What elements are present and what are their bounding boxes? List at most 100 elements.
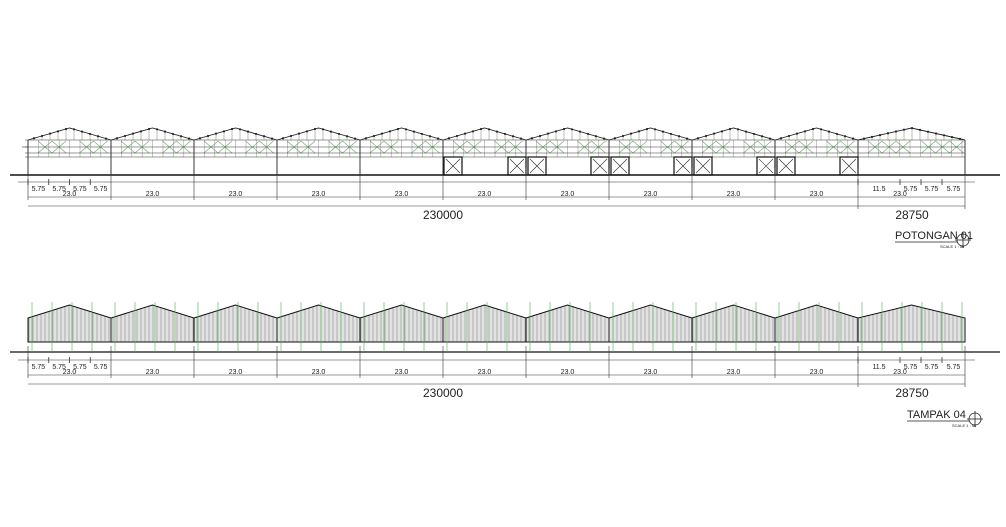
dim-text: 23.0 (561, 369, 575, 376)
node (511, 135, 515, 138)
facade (359, 304, 444, 343)
dim-text: 11.5 (872, 364, 885, 371)
node (388, 130, 392, 133)
node (131, 132, 135, 135)
facade (110, 304, 195, 343)
node (88, 132, 92, 136)
node (345, 135, 349, 138)
node (380, 132, 384, 135)
node (139, 130, 143, 133)
roof (525, 127, 610, 141)
door (673, 156, 693, 176)
dim-text: 5.75 (32, 186, 46, 193)
dim-text: 5.75 (925, 364, 939, 371)
dim-text: 5.75 (925, 186, 939, 193)
node (262, 135, 266, 138)
dim-text: 5.75 (32, 364, 46, 371)
node (835, 132, 839, 136)
facade (27, 304, 112, 343)
node (115, 137, 119, 140)
node (412, 130, 416, 133)
node (40, 134, 44, 138)
dim-text: 23.0 (63, 191, 77, 198)
node (80, 130, 84, 133)
node (669, 132, 673, 136)
node (768, 137, 772, 140)
node (530, 137, 534, 140)
node (163, 130, 167, 133)
dim-text: 23.0 (146, 191, 160, 198)
node (171, 132, 175, 136)
dim-text: 23.0 (561, 191, 575, 198)
node (64, 127, 68, 131)
node (878, 133, 882, 137)
facade (608, 304, 693, 343)
door (778, 158, 794, 174)
node (487, 128, 491, 131)
dim-total: 230000 (423, 386, 463, 400)
node (104, 137, 108, 140)
node (281, 137, 285, 140)
door (509, 158, 525, 174)
facade (193, 304, 278, 343)
node (436, 137, 440, 140)
node (653, 128, 657, 131)
dim-text: 23.0 (644, 369, 658, 376)
facade (857, 304, 966, 343)
node (752, 132, 756, 136)
node (238, 128, 242, 131)
node (147, 127, 151, 131)
node (910, 127, 914, 130)
node (578, 130, 582, 133)
node (353, 137, 357, 140)
dim-text: 23.0 (312, 191, 326, 198)
node (495, 130, 499, 133)
node (594, 135, 598, 138)
roof (110, 127, 195, 141)
node (396, 127, 400, 131)
node (886, 132, 890, 135)
node (289, 134, 293, 138)
node (254, 132, 258, 136)
node (685, 137, 689, 140)
node (155, 128, 159, 131)
door (839, 156, 859, 176)
facade (276, 304, 361, 343)
roof (608, 127, 693, 141)
node (503, 132, 507, 136)
node (123, 134, 127, 138)
dim-text: 23.0 (893, 369, 907, 376)
door (590, 156, 610, 176)
dim-text: 23.0 (644, 191, 658, 198)
roof (857, 127, 966, 141)
dim-text: 5.75 (52, 186, 66, 193)
node (851, 137, 855, 140)
door (756, 156, 776, 176)
node (519, 137, 523, 140)
node (56, 130, 60, 133)
node (950, 135, 954, 139)
node (222, 130, 226, 133)
node (637, 130, 641, 133)
node (629, 132, 633, 135)
roof (359, 127, 444, 141)
dim-text: 5.75 (904, 186, 918, 193)
node (602, 137, 606, 140)
node (862, 137, 866, 140)
node (420, 132, 424, 136)
node (795, 132, 799, 135)
node (803, 130, 807, 133)
node (313, 127, 317, 131)
facade (691, 304, 776, 343)
node (321, 128, 325, 131)
node (554, 130, 558, 133)
node (728, 127, 732, 131)
dim-text: 23.0 (395, 191, 409, 198)
node (827, 130, 831, 133)
dim-text: 23.0 (63, 369, 77, 376)
drawing-scale: SCALE 1 : 50 (940, 244, 965, 249)
node (428, 135, 432, 138)
node (179, 135, 183, 138)
node (645, 127, 649, 131)
roof (276, 127, 361, 141)
